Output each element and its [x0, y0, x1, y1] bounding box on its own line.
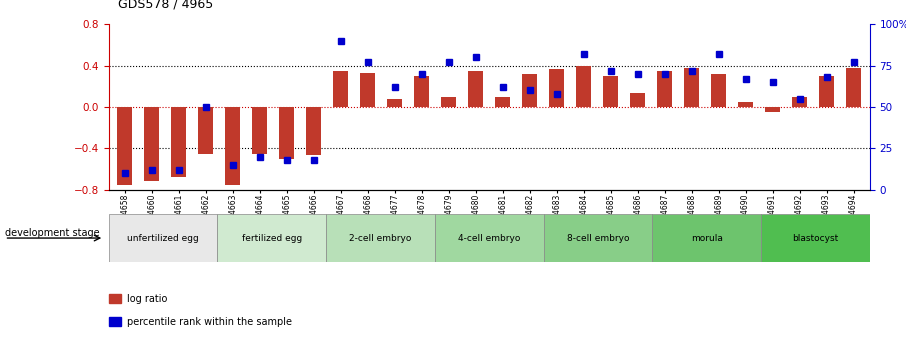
Bar — [684, 68, 699, 107]
Bar — [253, 107, 267, 154]
Bar — [226, 107, 240, 185]
Bar — [217, 214, 326, 262]
Text: morula: morula — [690, 234, 723, 243]
Text: blastocyst: blastocyst — [792, 234, 839, 243]
Bar — [766, 107, 780, 112]
Bar — [306, 107, 322, 155]
Text: log ratio: log ratio — [127, 294, 168, 304]
Text: unfertilized egg: unfertilized egg — [127, 234, 199, 243]
Bar — [144, 107, 159, 181]
Bar — [279, 107, 294, 159]
Bar — [109, 214, 217, 262]
Text: GDS578 / 4965: GDS578 / 4965 — [118, 0, 213, 10]
Bar — [761, 214, 870, 262]
Bar — [414, 76, 429, 107]
Bar — [738, 102, 753, 107]
Bar — [496, 97, 510, 107]
Bar — [109, 294, 121, 304]
Text: 8-cell embryo: 8-cell embryo — [567, 234, 629, 243]
Bar — [198, 107, 213, 154]
Text: fertilized egg: fertilized egg — [242, 234, 302, 243]
Bar — [118, 107, 132, 185]
Text: percentile rank within the sample: percentile rank within the sample — [127, 317, 292, 327]
Bar — [522, 74, 537, 107]
Bar — [435, 214, 544, 262]
Bar — [576, 66, 591, 107]
Bar — [652, 214, 761, 262]
Bar — [657, 71, 672, 107]
Bar — [819, 76, 834, 107]
Bar — [388, 99, 402, 107]
Bar — [468, 71, 483, 107]
Bar — [333, 71, 348, 107]
Text: development stage: development stage — [5, 228, 99, 238]
Text: 2-cell embryo: 2-cell embryo — [350, 234, 411, 243]
Bar — [544, 214, 652, 262]
Bar — [711, 74, 726, 107]
Bar — [326, 214, 435, 262]
Bar — [109, 317, 121, 326]
Bar — [171, 107, 187, 177]
Bar — [441, 97, 457, 107]
Bar — [361, 73, 375, 107]
Bar — [792, 97, 807, 107]
Bar — [549, 69, 564, 107]
Text: 4-cell embryo: 4-cell embryo — [458, 234, 520, 243]
Bar — [603, 76, 618, 107]
Bar — [631, 93, 645, 107]
Bar — [846, 68, 861, 107]
